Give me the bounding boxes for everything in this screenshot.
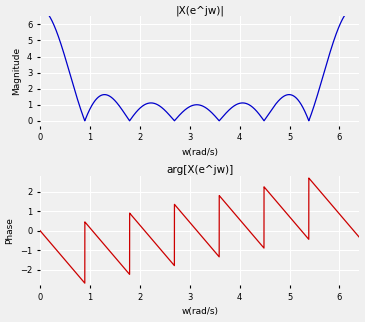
X-axis label: w(rad/s): w(rad/s) <box>181 308 218 317</box>
Title: arg[X(e^jw)]: arg[X(e^jw)] <box>166 165 233 175</box>
Y-axis label: Phase: Phase <box>5 217 15 244</box>
X-axis label: w(rad/s): w(rad/s) <box>181 148 218 157</box>
Title: |X(e^jw)|: |X(e^jw)| <box>175 5 224 16</box>
Y-axis label: Magnitude: Magnitude <box>12 47 22 95</box>
